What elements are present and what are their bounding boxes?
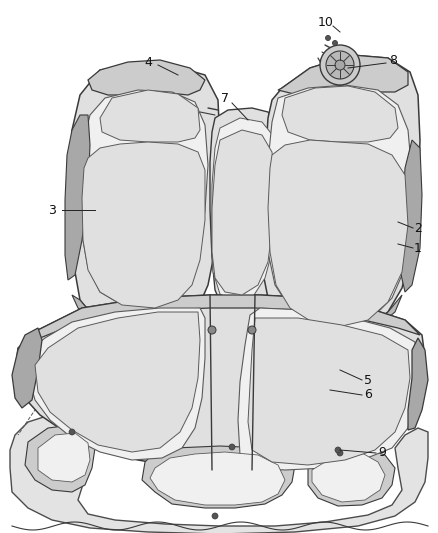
Polygon shape xyxy=(72,295,205,330)
Polygon shape xyxy=(212,130,275,295)
Polygon shape xyxy=(262,55,420,335)
Circle shape xyxy=(320,45,360,85)
Text: 3: 3 xyxy=(48,204,56,216)
Polygon shape xyxy=(268,140,408,326)
Circle shape xyxy=(69,429,75,435)
Polygon shape xyxy=(238,308,418,470)
Text: 7: 7 xyxy=(221,92,229,104)
Polygon shape xyxy=(212,118,278,302)
Polygon shape xyxy=(312,453,385,502)
Polygon shape xyxy=(80,90,208,308)
Polygon shape xyxy=(268,295,402,335)
Text: 4: 4 xyxy=(144,55,152,69)
Text: 9: 9 xyxy=(378,447,386,459)
Circle shape xyxy=(325,36,331,41)
Circle shape xyxy=(337,450,343,456)
Circle shape xyxy=(335,447,341,453)
Polygon shape xyxy=(35,312,200,452)
Polygon shape xyxy=(266,85,412,325)
Polygon shape xyxy=(150,452,285,505)
Polygon shape xyxy=(210,108,282,314)
Circle shape xyxy=(332,41,338,45)
Polygon shape xyxy=(408,338,428,430)
Circle shape xyxy=(229,444,235,450)
Circle shape xyxy=(326,51,354,79)
Polygon shape xyxy=(82,142,205,308)
Text: 2: 2 xyxy=(414,222,422,235)
Polygon shape xyxy=(308,447,395,506)
Polygon shape xyxy=(10,415,428,533)
Text: 6: 6 xyxy=(364,389,372,401)
Text: 5: 5 xyxy=(364,374,372,386)
Polygon shape xyxy=(100,90,200,142)
Polygon shape xyxy=(25,425,95,492)
Polygon shape xyxy=(12,328,42,408)
Text: 10: 10 xyxy=(318,15,334,28)
Circle shape xyxy=(335,60,345,70)
Circle shape xyxy=(248,326,256,334)
Polygon shape xyxy=(282,86,398,142)
Polygon shape xyxy=(18,295,420,352)
Polygon shape xyxy=(88,60,205,95)
Polygon shape xyxy=(65,115,90,280)
Polygon shape xyxy=(248,318,410,465)
Polygon shape xyxy=(38,433,90,482)
Circle shape xyxy=(212,513,218,519)
Polygon shape xyxy=(400,140,422,292)
Polygon shape xyxy=(15,295,425,470)
Text: 8: 8 xyxy=(389,53,397,67)
Polygon shape xyxy=(142,446,295,508)
Polygon shape xyxy=(70,62,220,330)
Text: 1: 1 xyxy=(414,241,422,254)
Circle shape xyxy=(208,326,216,334)
Polygon shape xyxy=(278,55,408,95)
Polygon shape xyxy=(28,308,205,460)
